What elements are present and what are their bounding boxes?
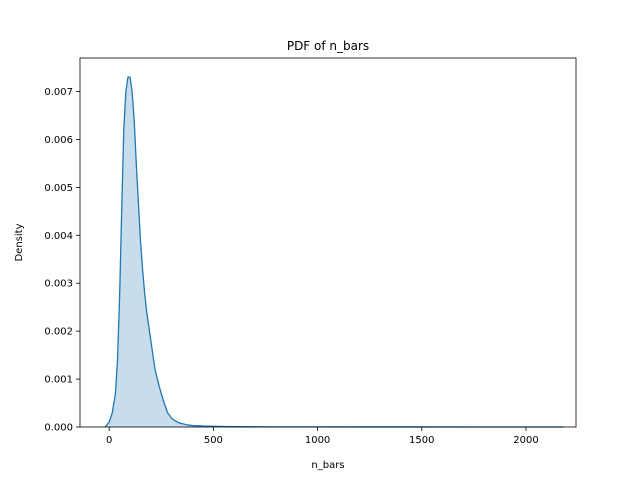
x-axis-label: n_bars bbox=[311, 460, 344, 471]
y-tick-label: 0.006 bbox=[44, 135, 73, 146]
x-tick-label: 0 bbox=[106, 435, 112, 446]
density-curve bbox=[104, 76, 564, 428]
y-tick-label: 0.003 bbox=[44, 279, 73, 290]
x-tick-label: 1000 bbox=[305, 435, 330, 446]
tick-layer: 0 500 1000 1500 2000 0.000 0.001 0.002 0.003 0.00… bbox=[44, 87, 538, 446]
y-tick-label: 0.000 bbox=[44, 423, 73, 434]
y-tick-label: 0.001 bbox=[44, 375, 73, 386]
y-tick-label: 0.002 bbox=[44, 327, 73, 338]
x-tick-label: 1500 bbox=[409, 435, 434, 446]
x-tick-label: 2000 bbox=[513, 435, 538, 446]
y-tick-label: 0.005 bbox=[44, 183, 73, 194]
plot-frame bbox=[79, 57, 577, 428]
y-tick-label: 0.007 bbox=[44, 87, 73, 98]
plot-layer bbox=[104, 76, 564, 428]
x-tick-label: 500 bbox=[204, 435, 223, 446]
y-axis-label: Density bbox=[14, 223, 25, 261]
y-tick-label: 0.004 bbox=[44, 231, 73, 242]
density-area-fill bbox=[105, 77, 564, 428]
chart-title: PDF of n_bars bbox=[287, 39, 369, 53]
